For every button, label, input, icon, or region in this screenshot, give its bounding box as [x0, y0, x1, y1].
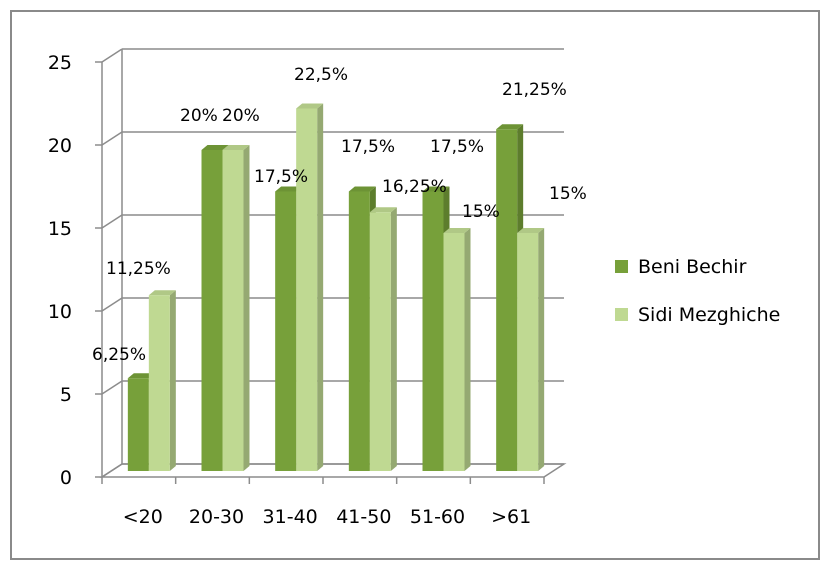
y-tick-label: 10 [48, 301, 72, 323]
data-label: 6,25% [92, 345, 146, 365]
legend-entry: Sidi Mezghiche [638, 304, 780, 326]
side-gridline [101, 214, 123, 229]
data-label: 20% [180, 106, 218, 126]
axes: 0 5 10 15 20 25 <20 20-30 31-40 41-50 51-60 >61 [48, 49, 567, 528]
data-label: 17,5% [341, 137, 395, 157]
legend-entry: Beni Bechir [638, 256, 747, 278]
data-label: 15% [462, 202, 500, 222]
bar-side [317, 103, 324, 471]
data-label: 17,5% [430, 137, 484, 157]
x-tick-label: <20 [123, 506, 163, 528]
bar-sidi-mezghiche->61 [517, 233, 539, 471]
data-label: 21,25% [502, 80, 567, 100]
y-tick-label: 5 [60, 384, 72, 406]
bar-beni-bechir-31-40 [275, 191, 297, 471]
data-label: 20% [222, 106, 260, 126]
bar-beni-bechir-20-30 [201, 150, 223, 471]
x-tick-label: 31-40 [263, 506, 318, 528]
data-labels: 6,25% 11,25% 20% 20% 17,5% 22,5% 17,5% 16,25% 17… [92, 65, 587, 365]
bar-beni-bechir-41-50 [348, 191, 370, 471]
data-label: 22,5% [294, 65, 348, 85]
side-gridline [101, 380, 123, 395]
x-tick-label: 20-30 [189, 506, 244, 528]
data-label: 11,25% [106, 259, 171, 279]
bar-top [517, 228, 545, 233]
side-gridline [101, 297, 123, 312]
bar-beni-bechir-51-60 [422, 191, 444, 471]
bar-sidi-mezghiche-41-50 [369, 212, 391, 471]
side-gridline [101, 131, 123, 146]
x-tick-label: 51-60 [410, 506, 465, 528]
bar-sidi-mezghiche-<20 [148, 295, 170, 471]
bar-sidi-mezghiche-51-60 [443, 233, 465, 471]
legend-swatch [615, 260, 628, 273]
bar-top [201, 145, 229, 150]
bar-top [496, 124, 524, 130]
bar-top [222, 145, 250, 150]
bar-side [169, 290, 176, 471]
data-label: 15% [549, 184, 587, 204]
data-label: 16,25% [382, 177, 447, 197]
legend-swatch [615, 308, 628, 321]
bar-side [538, 228, 545, 471]
bar-side [464, 228, 471, 471]
x-tick-label: >61 [491, 506, 531, 528]
bar-sidi-mezghiche-20-30 [222, 150, 244, 471]
bar-side [390, 207, 397, 471]
bar-top [348, 186, 376, 192]
side-gridline [101, 48, 123, 63]
x-tick-label: 41-50 [336, 506, 391, 528]
bar-top [127, 373, 155, 379]
y-tick-label: 0 [60, 467, 72, 489]
bar-top [422, 186, 450, 192]
legend: Beni Bechir Sidi Mezghiche [615, 256, 780, 326]
y-tick-label: 20 [48, 135, 72, 157]
bar-top [275, 186, 303, 192]
bar-top [443, 228, 471, 233]
bars [127, 103, 545, 471]
bar-side [243, 145, 250, 471]
bar-sidi-mezghiche-31-40 [296, 108, 318, 471]
bar-top [296, 103, 324, 109]
y-tick-label: 25 [48, 52, 72, 74]
bar-top [148, 290, 176, 296]
bar-top [369, 207, 397, 213]
y-tick-label: 15 [48, 218, 72, 240]
bar-beni-bechir->61 [496, 129, 518, 471]
bar-beni-bechir-<20 [127, 378, 149, 471]
data-label: 17,5% [254, 167, 308, 187]
